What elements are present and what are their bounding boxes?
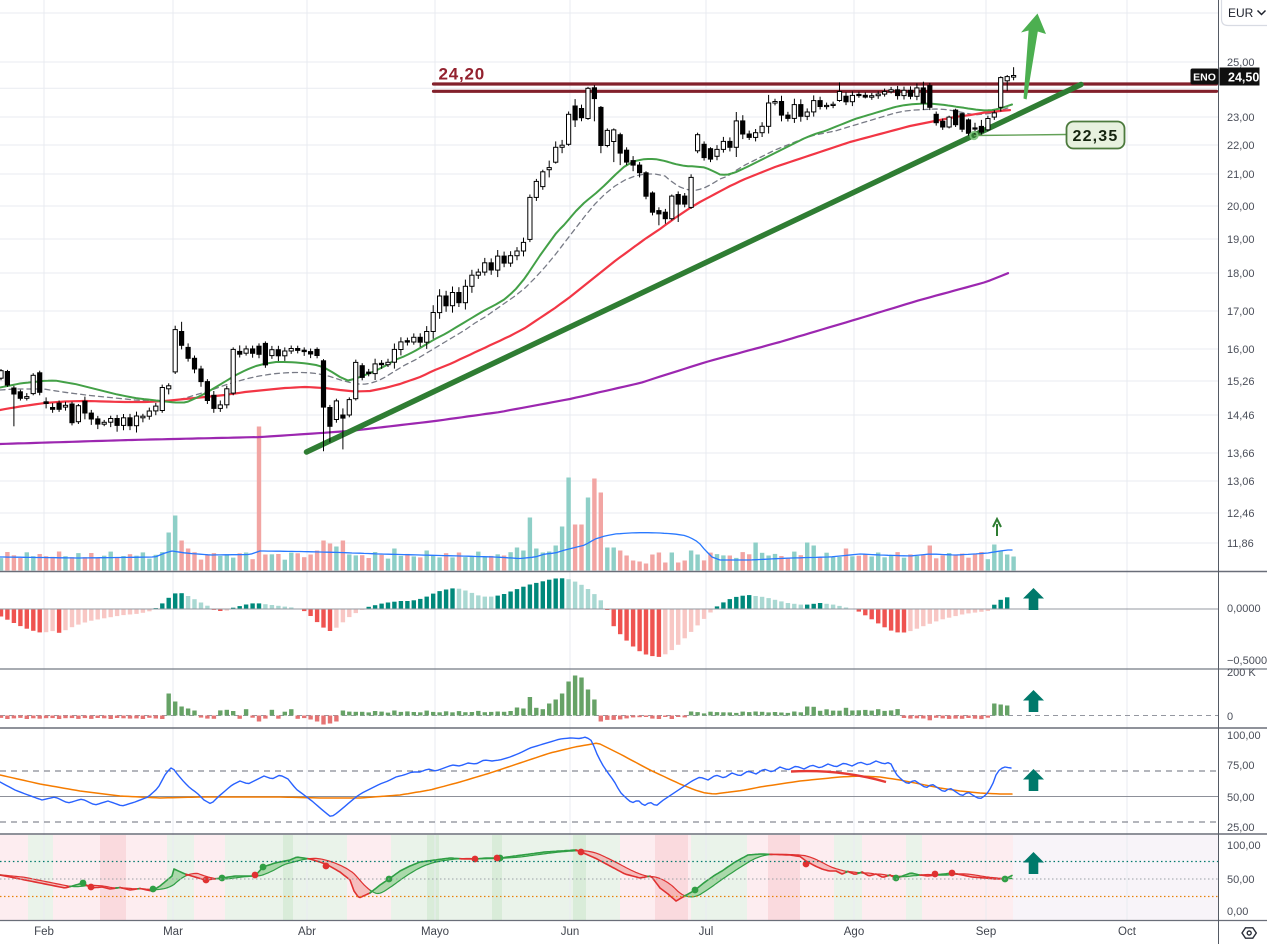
svg-text:100,00: 100,00 — [1227, 840, 1261, 852]
svg-text:25,00: 25,00 — [1227, 822, 1255, 834]
svg-text:Feb: Feb — [34, 926, 54, 938]
svg-text:13,66: 13,66 — [1227, 448, 1255, 460]
svg-text:Jul: Jul — [699, 926, 714, 938]
svg-text:EUR: EUR — [1228, 6, 1254, 20]
svg-text:Jun: Jun — [561, 926, 580, 938]
svg-text:0,00: 0,00 — [1227, 906, 1248, 918]
svg-text:25,00: 25,00 — [1227, 57, 1255, 69]
svg-text:24,20: 24,20 — [439, 65, 486, 84]
svg-text:12,46: 12,46 — [1227, 508, 1255, 520]
svg-text:17,00: 17,00 — [1227, 306, 1255, 318]
svg-text:Sep: Sep — [976, 926, 996, 938]
svg-text:Abr: Abr — [298, 926, 316, 938]
svg-text:0,0000: 0,0000 — [1227, 603, 1261, 615]
svg-text:11,86: 11,86 — [1227, 538, 1254, 550]
svg-text:−0,5000: −0,5000 — [1227, 655, 1267, 667]
svg-text:200 K: 200 K — [1227, 667, 1256, 679]
svg-text:Mar: Mar — [163, 926, 183, 938]
svg-text:24,50: 24,50 — [1228, 71, 1259, 85]
svg-text:14,46: 14,46 — [1227, 410, 1255, 422]
svg-text:16,00: 16,00 — [1227, 344, 1255, 356]
svg-text:15,26: 15,26 — [1227, 376, 1255, 388]
svg-text:50,00: 50,00 — [1227, 874, 1255, 886]
svg-text:22,35: 22,35 — [1072, 128, 1118, 145]
svg-text:Mayo: Mayo — [421, 926, 449, 938]
svg-text:ENO: ENO — [1193, 72, 1216, 84]
svg-text:Ago: Ago — [844, 926, 864, 938]
svg-text:21,00: 21,00 — [1227, 169, 1255, 181]
svg-text:75,00: 75,00 — [1227, 760, 1255, 772]
svg-text:13,06: 13,06 — [1227, 476, 1255, 488]
svg-text:50,00: 50,00 — [1227, 792, 1255, 804]
svg-text:18,00: 18,00 — [1227, 268, 1255, 280]
svg-text:22,00: 22,00 — [1227, 140, 1255, 152]
svg-text:19,00: 19,00 — [1227, 234, 1255, 246]
svg-text:20,00: 20,00 — [1227, 201, 1255, 213]
svg-text:100,00: 100,00 — [1227, 730, 1261, 742]
svg-text:23,00: 23,00 — [1227, 112, 1255, 124]
svg-text:0: 0 — [1227, 711, 1233, 723]
svg-text:Oct: Oct — [1118, 926, 1137, 938]
